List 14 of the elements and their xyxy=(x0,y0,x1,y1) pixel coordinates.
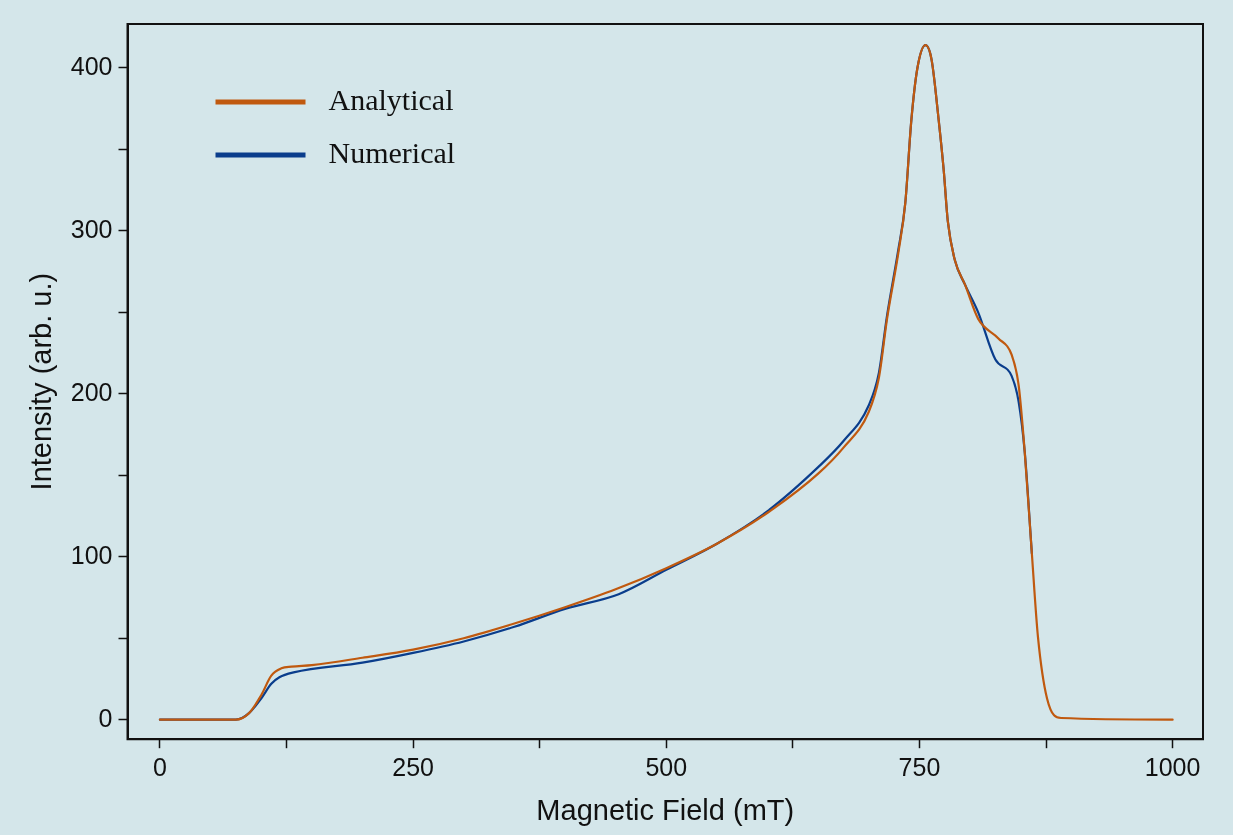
x-tick-label: 250 xyxy=(392,753,434,782)
y-tick-label: 100 xyxy=(70,540,113,569)
y-tick-label: 400 xyxy=(70,51,113,80)
y-tick-label: 0 xyxy=(98,703,113,732)
legend-label: Analytical xyxy=(328,82,454,116)
x-tick-label: 1000 xyxy=(1144,753,1201,782)
x-tick-label: 500 xyxy=(645,753,688,782)
y-axis-title: Intensity (arb. u.) xyxy=(25,272,58,491)
legend-label: Numerical xyxy=(328,135,456,169)
x-tick-label: 0 xyxy=(152,753,167,782)
y-tick-label: 300 xyxy=(70,214,113,243)
x-tick-label: 750 xyxy=(898,753,941,782)
x-axis-title: Magnetic Field (mT) xyxy=(536,793,795,826)
y-tick-label: 200 xyxy=(70,377,113,406)
